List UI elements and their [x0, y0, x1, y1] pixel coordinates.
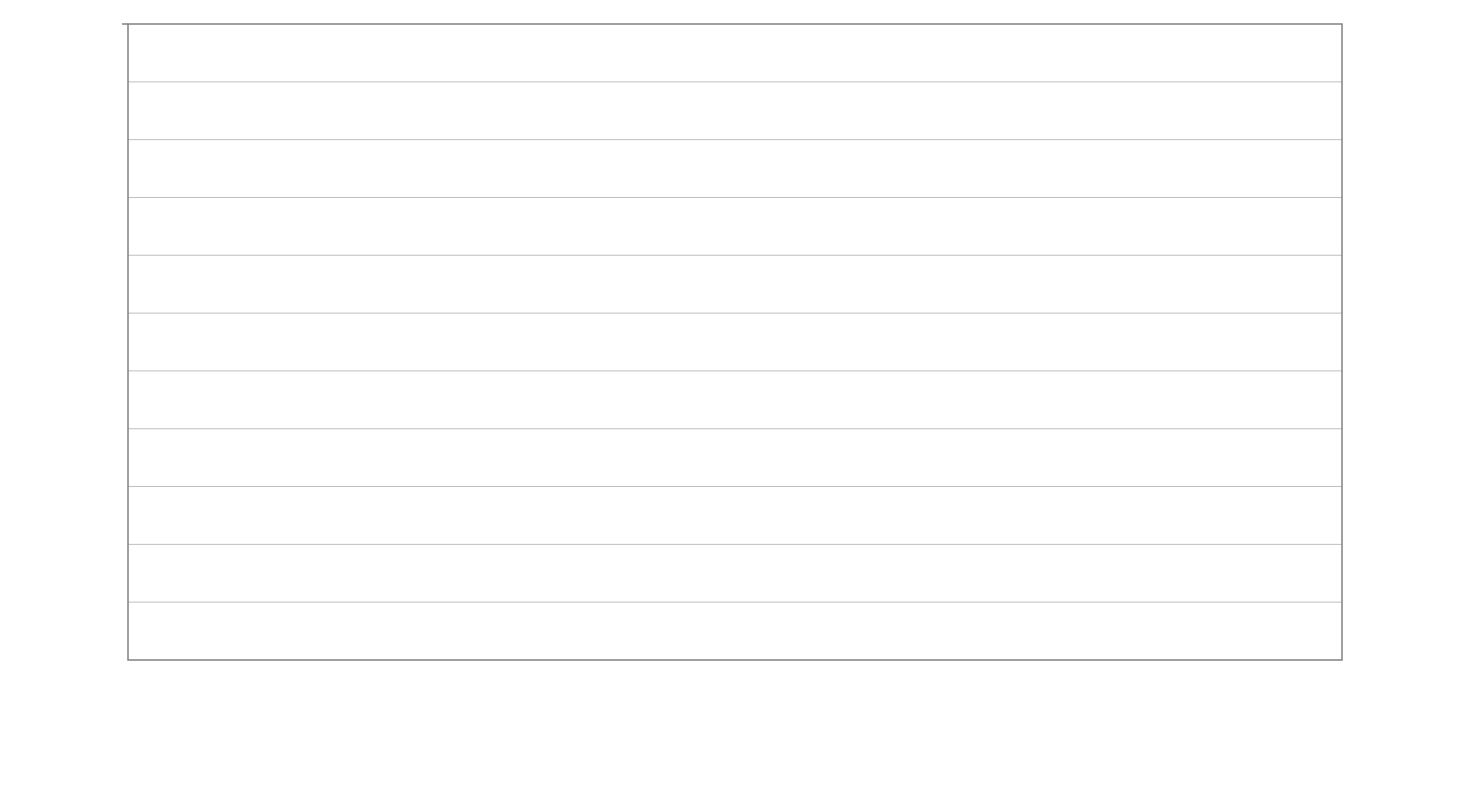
exchange-rate-chart — [0, 0, 1469, 803]
